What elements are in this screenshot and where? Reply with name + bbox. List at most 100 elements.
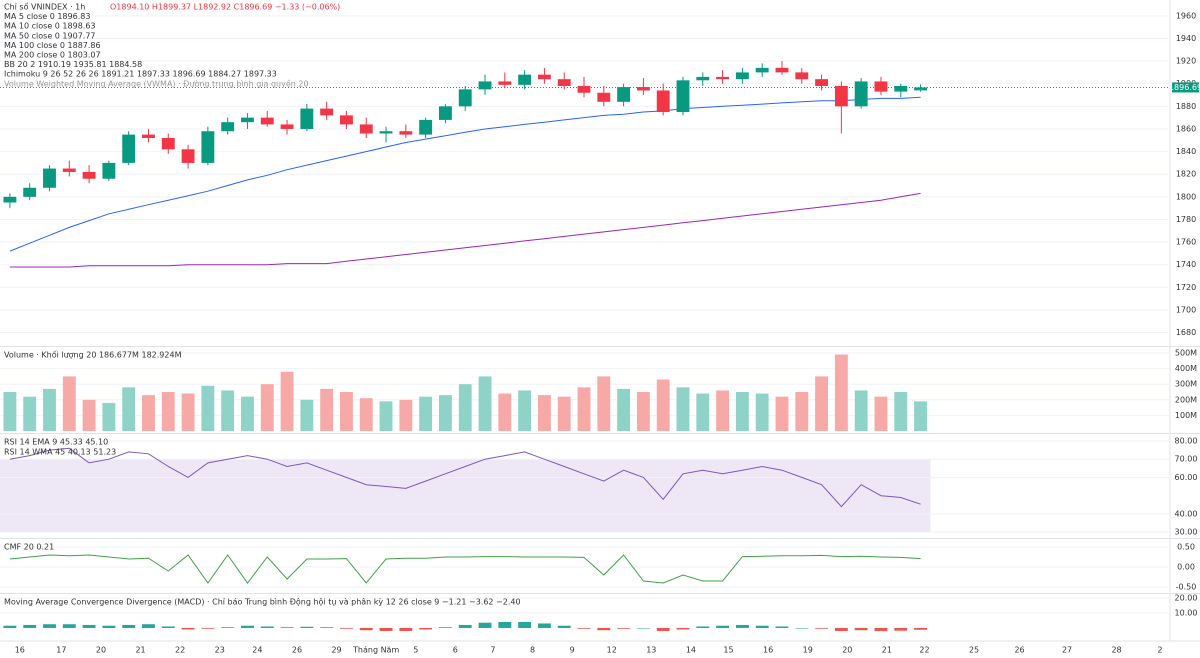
bar [438,395,452,431]
y-tick-label: 30.00 [1175,528,1198,537]
x-tick-label: 17 [56,646,66,655]
bar [221,627,235,628]
bar [23,396,37,431]
candle-body [716,76,730,80]
x-tick-label: 9 [570,646,575,655]
bar [458,384,472,431]
candle-body [181,149,195,163]
bar [280,371,294,431]
x-tick-label: 5 [413,646,418,655]
bar [716,625,730,628]
bar [775,626,789,628]
bar [834,354,848,431]
bar [537,395,551,431]
y-tick-label: 1820 [1176,170,1196,179]
x-tick-label: 7 [490,646,495,655]
bar [518,621,532,628]
bar [3,625,17,628]
bar [181,393,195,431]
bar [260,626,274,628]
x-tick-label: 25 [969,646,979,655]
bar [359,627,373,631]
x-tick-label: 21 [135,646,145,655]
candle-body [3,196,17,203]
bar [716,390,730,431]
bar [795,391,809,431]
y-tick-label: 1700 [1176,305,1196,314]
pane-title: CMF 20 0.21 [4,543,54,552]
bar [696,393,710,431]
bar [161,391,175,431]
bar [874,396,888,431]
bar [518,390,532,431]
candle-body [359,124,373,134]
candle-body [142,134,155,138]
bar [181,627,195,630]
indicator-legend: MA 10 close 0 1898.63 [4,22,96,31]
indicator-legend: MA 50 close 0 1907.77 [4,31,96,40]
x-tick-label: 21 [882,646,892,655]
x-tick-label: 27 [1062,646,1072,655]
x-tick-label: 28 [1111,646,1121,655]
candle-body [260,117,274,125]
bar [735,624,749,628]
pane-title: Chỉ số VNINDEX · 1h [4,2,85,12]
bar [23,624,37,628]
candle-body [62,168,76,172]
x-tick-label: 20 [96,646,106,655]
y-tick-label: 60.00 [1175,473,1198,482]
x-tick-label: 20 [842,646,852,655]
candle-body [201,131,215,163]
x-tick-label: 2 [1158,646,1163,655]
x-tick-label: 6 [453,646,458,655]
bar [82,399,96,431]
bar [617,627,631,629]
bar [142,624,155,628]
indicator-legend: MA 200 close 0 1803.07 [4,51,101,60]
candle-body [617,87,631,102]
bar [617,388,631,431]
bar [914,401,927,431]
bar [498,621,512,628]
bar [142,395,155,431]
bar [755,393,769,431]
bar [815,376,829,431]
candle-body [102,162,116,179]
bar [379,401,393,431]
bar [636,391,650,431]
bar [577,387,591,431]
last-price-box [1172,82,1199,93]
bar [676,387,690,431]
pane-subtitle: RSI 14 WMA 45 40.13 51.23 [4,448,116,457]
bar [597,376,611,431]
y-tick-label: 500M [1175,348,1197,357]
pane-title: Volume · Khối lượng 20 186.677M 182.924M [4,350,182,360]
candle-body [676,80,690,112]
bar [82,624,96,628]
x-tick-label: 29 [331,646,341,655]
bar [280,627,294,628]
y-tick-label: 100M [1175,411,1197,420]
bar [577,627,591,629]
candle-body [795,72,809,80]
bar [399,399,413,431]
bar [419,396,433,431]
bar [102,402,116,431]
candle-body [122,134,136,163]
x-tick-label: Tháng Năm [352,646,399,655]
candle-body [696,76,710,81]
candle-body [854,81,868,107]
candle-body [815,79,829,86]
y-tick-label: 200M [1175,395,1197,404]
bar [458,624,472,628]
candle-body [478,81,492,90]
candle-body [320,108,334,116]
bar [241,625,254,628]
candle-body [636,87,650,91]
bar [62,376,76,431]
y-tick-label: 70.00 [1175,455,1198,464]
candle-body [82,171,96,179]
x-tick-label: 26 [1014,646,1024,655]
x-tick-label: 23 [215,646,225,655]
